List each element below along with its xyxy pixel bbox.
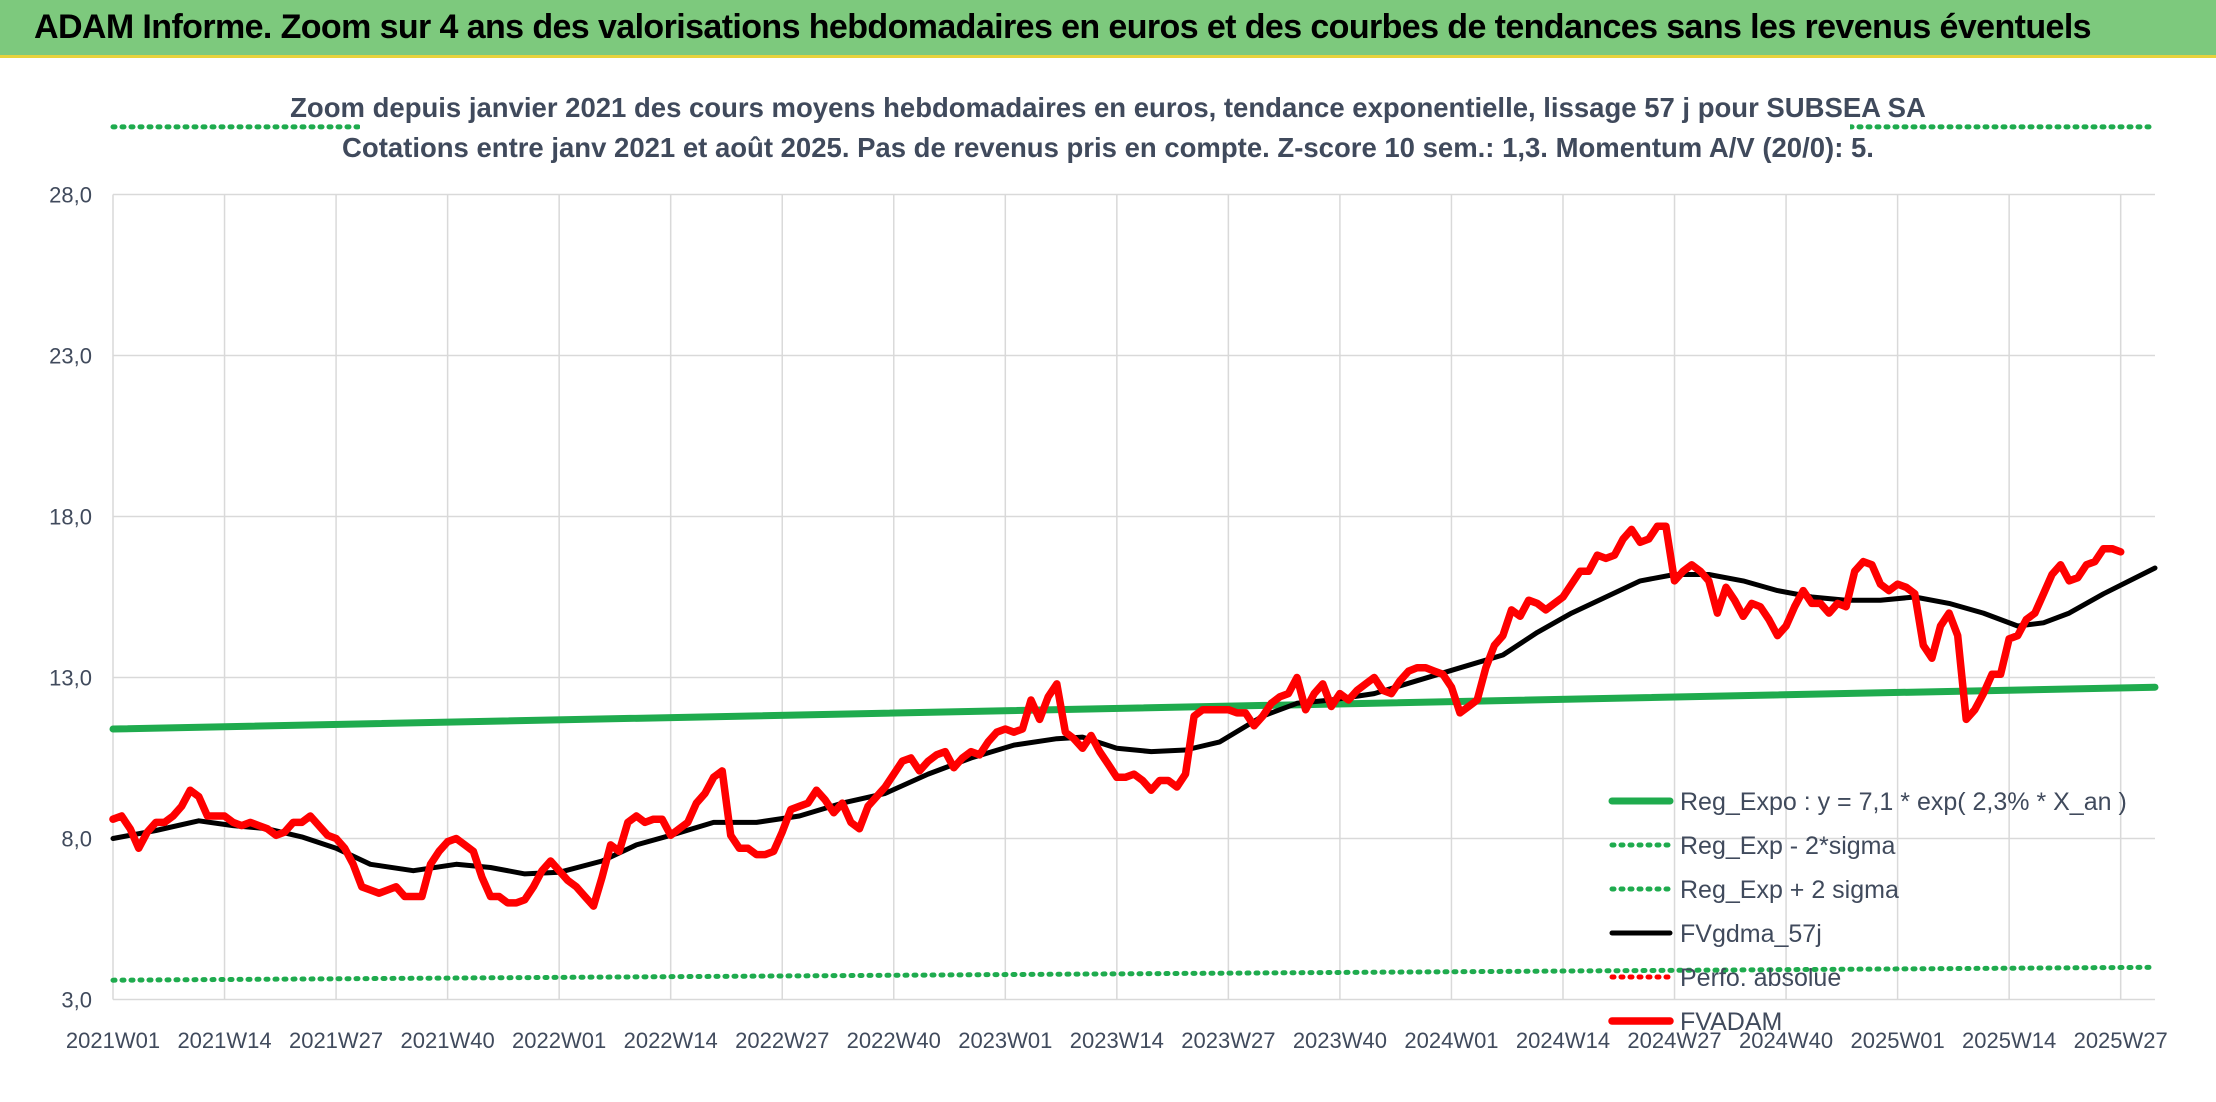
y-tick-label: 3,0 xyxy=(61,988,92,1013)
x-tick-label: 2022W27 xyxy=(735,1028,829,1053)
x-tick-label: 2021W40 xyxy=(401,1028,495,1053)
x-tick-label: 2024W01 xyxy=(1404,1028,1498,1053)
x-tick-label: 2022W40 xyxy=(847,1028,941,1053)
chart-title: Zoom depuis janvier 2021 des cours moyen… xyxy=(290,92,1926,123)
x-tick-label: 2023W01 xyxy=(958,1028,1052,1053)
x-tick-label: 2025W01 xyxy=(1851,1028,1945,1053)
chart-frame: Zoom depuis janvier 2021 des cours moyen… xyxy=(0,58,2216,1102)
x-tick-label: 2025W14 xyxy=(1962,1028,2056,1053)
x-tick-label: 2023W14 xyxy=(1070,1028,1164,1053)
chart-subtitle: Cotations entre janv 2021 et août 2025. … xyxy=(342,132,1874,163)
series-line-reg-exp-2-sigma xyxy=(110,964,2158,983)
x-tick-label: 2025W27 xyxy=(2074,1028,2168,1053)
y-tick-label: 13,0 xyxy=(49,666,92,691)
x-tick-label: 2021W14 xyxy=(177,1028,271,1053)
report-title: ADAM Informe. Zoom sur 4 ans des valoris… xyxy=(34,8,2092,46)
legend-label: Reg_Exp - 2*sigma xyxy=(1680,832,1895,860)
y-tick-label: 8,0 xyxy=(61,827,92,852)
x-tick-label: 2024W40 xyxy=(1739,1028,1833,1053)
legend-label: FVADAM xyxy=(1680,1008,1782,1036)
series-line-fvadam xyxy=(109,522,2125,910)
chart-svg: Zoom depuis janvier 2021 des cours moyen… xyxy=(0,58,2216,1102)
legend-label: Reg_Expo : y = 7,1 * exp( 2,3% * X_an ) xyxy=(1680,788,2127,816)
series-layer xyxy=(109,124,2159,983)
x-tick-label: 2022W01 xyxy=(512,1028,606,1053)
y-tick-label: 23,0 xyxy=(49,344,92,369)
x-tick-label: 2021W27 xyxy=(289,1028,383,1053)
axis-layer: 3,0 8,0 13,0 18,0 23,0 28,0 2021W01 2021W14 2021… xyxy=(49,183,2168,1054)
chart-background xyxy=(0,58,2216,1102)
x-tick-label: 2023W27 xyxy=(1181,1028,1275,1053)
x-tick-label: 2023W40 xyxy=(1293,1028,1387,1053)
legend-label: Reg_Exp + 2 sigma xyxy=(1680,876,1899,904)
x-tick-label: 2024W14 xyxy=(1516,1028,1610,1053)
y-tick-label: 18,0 xyxy=(49,505,92,530)
x-tick-label: 2022W14 xyxy=(624,1028,718,1053)
title-layer: Zoom depuis janvier 2021 des cours moyen… xyxy=(290,80,1926,192)
y-tick-label: 28,0 xyxy=(49,183,92,208)
legend-label: Perfo. absolue xyxy=(1680,964,1841,992)
chart-legend: Reg_Expo : y = 7,1 * exp( 2,3% * X_an ) R… xyxy=(1608,788,2127,1036)
legend-label: FVgdma_57j xyxy=(1680,920,1822,948)
grid-layer xyxy=(112,193,2155,1001)
report-banner: ADAM Informe. Zoom sur 4 ans des valoris… xyxy=(0,0,2216,58)
x-tick-label: 2021W01 xyxy=(66,1028,160,1053)
title-backdrop xyxy=(360,80,1850,192)
x-tick-label: 2024W27 xyxy=(1627,1028,1721,1053)
series-line-reg-expo-y-7-1-exp-2-3-x-an xyxy=(109,683,2159,733)
